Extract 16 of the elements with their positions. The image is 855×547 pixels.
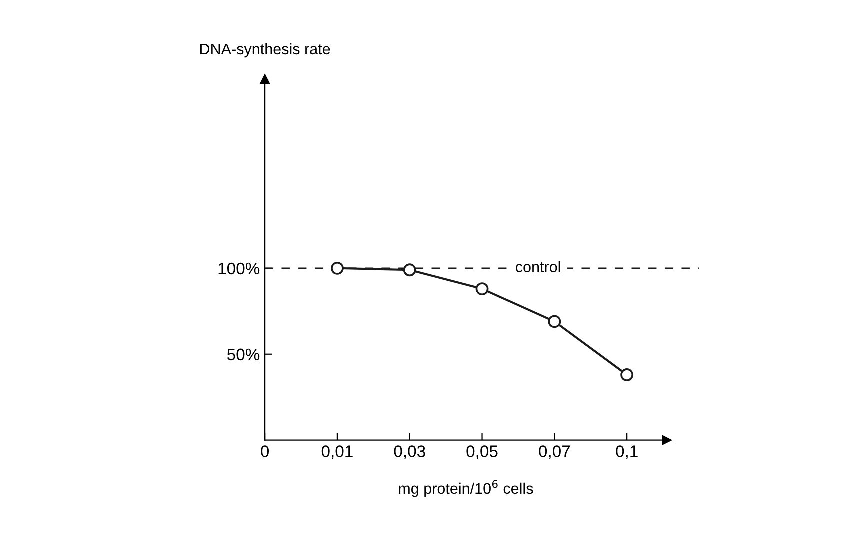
y-tick-label: 100%: [218, 262, 260, 275]
point: [620, 368, 634, 382]
x-tick-label: 0,07: [539, 446, 570, 460]
x-tick-label: 0: [261, 446, 270, 458]
x-tick-label: 0,05: [466, 446, 498, 460]
x-axis-title: mg protein/10$^{6}$ cells: [399, 480, 534, 498]
point: [476, 282, 489, 296]
y-tick-label: 50%: [228, 348, 260, 361]
x-tick-label: 0,1: [616, 446, 638, 460]
ref-line-label: control: [516, 261, 560, 273]
point: [330, 262, 344, 275]
point: [548, 315, 562, 328]
x-tick-label: 0,01: [322, 446, 353, 460]
point: [403, 264, 416, 277]
y-axis-title: DNA-synthesis rate: [200, 43, 330, 58]
x-tick-label: 0,03: [394, 446, 426, 460]
